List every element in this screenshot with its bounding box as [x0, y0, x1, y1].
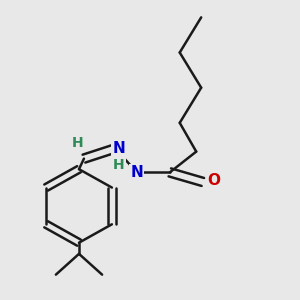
Text: N: N [112, 141, 125, 156]
Text: N: N [130, 165, 143, 180]
Text: O: O [207, 173, 220, 188]
Text: H: H [113, 158, 124, 172]
Text: H: H [72, 136, 84, 150]
